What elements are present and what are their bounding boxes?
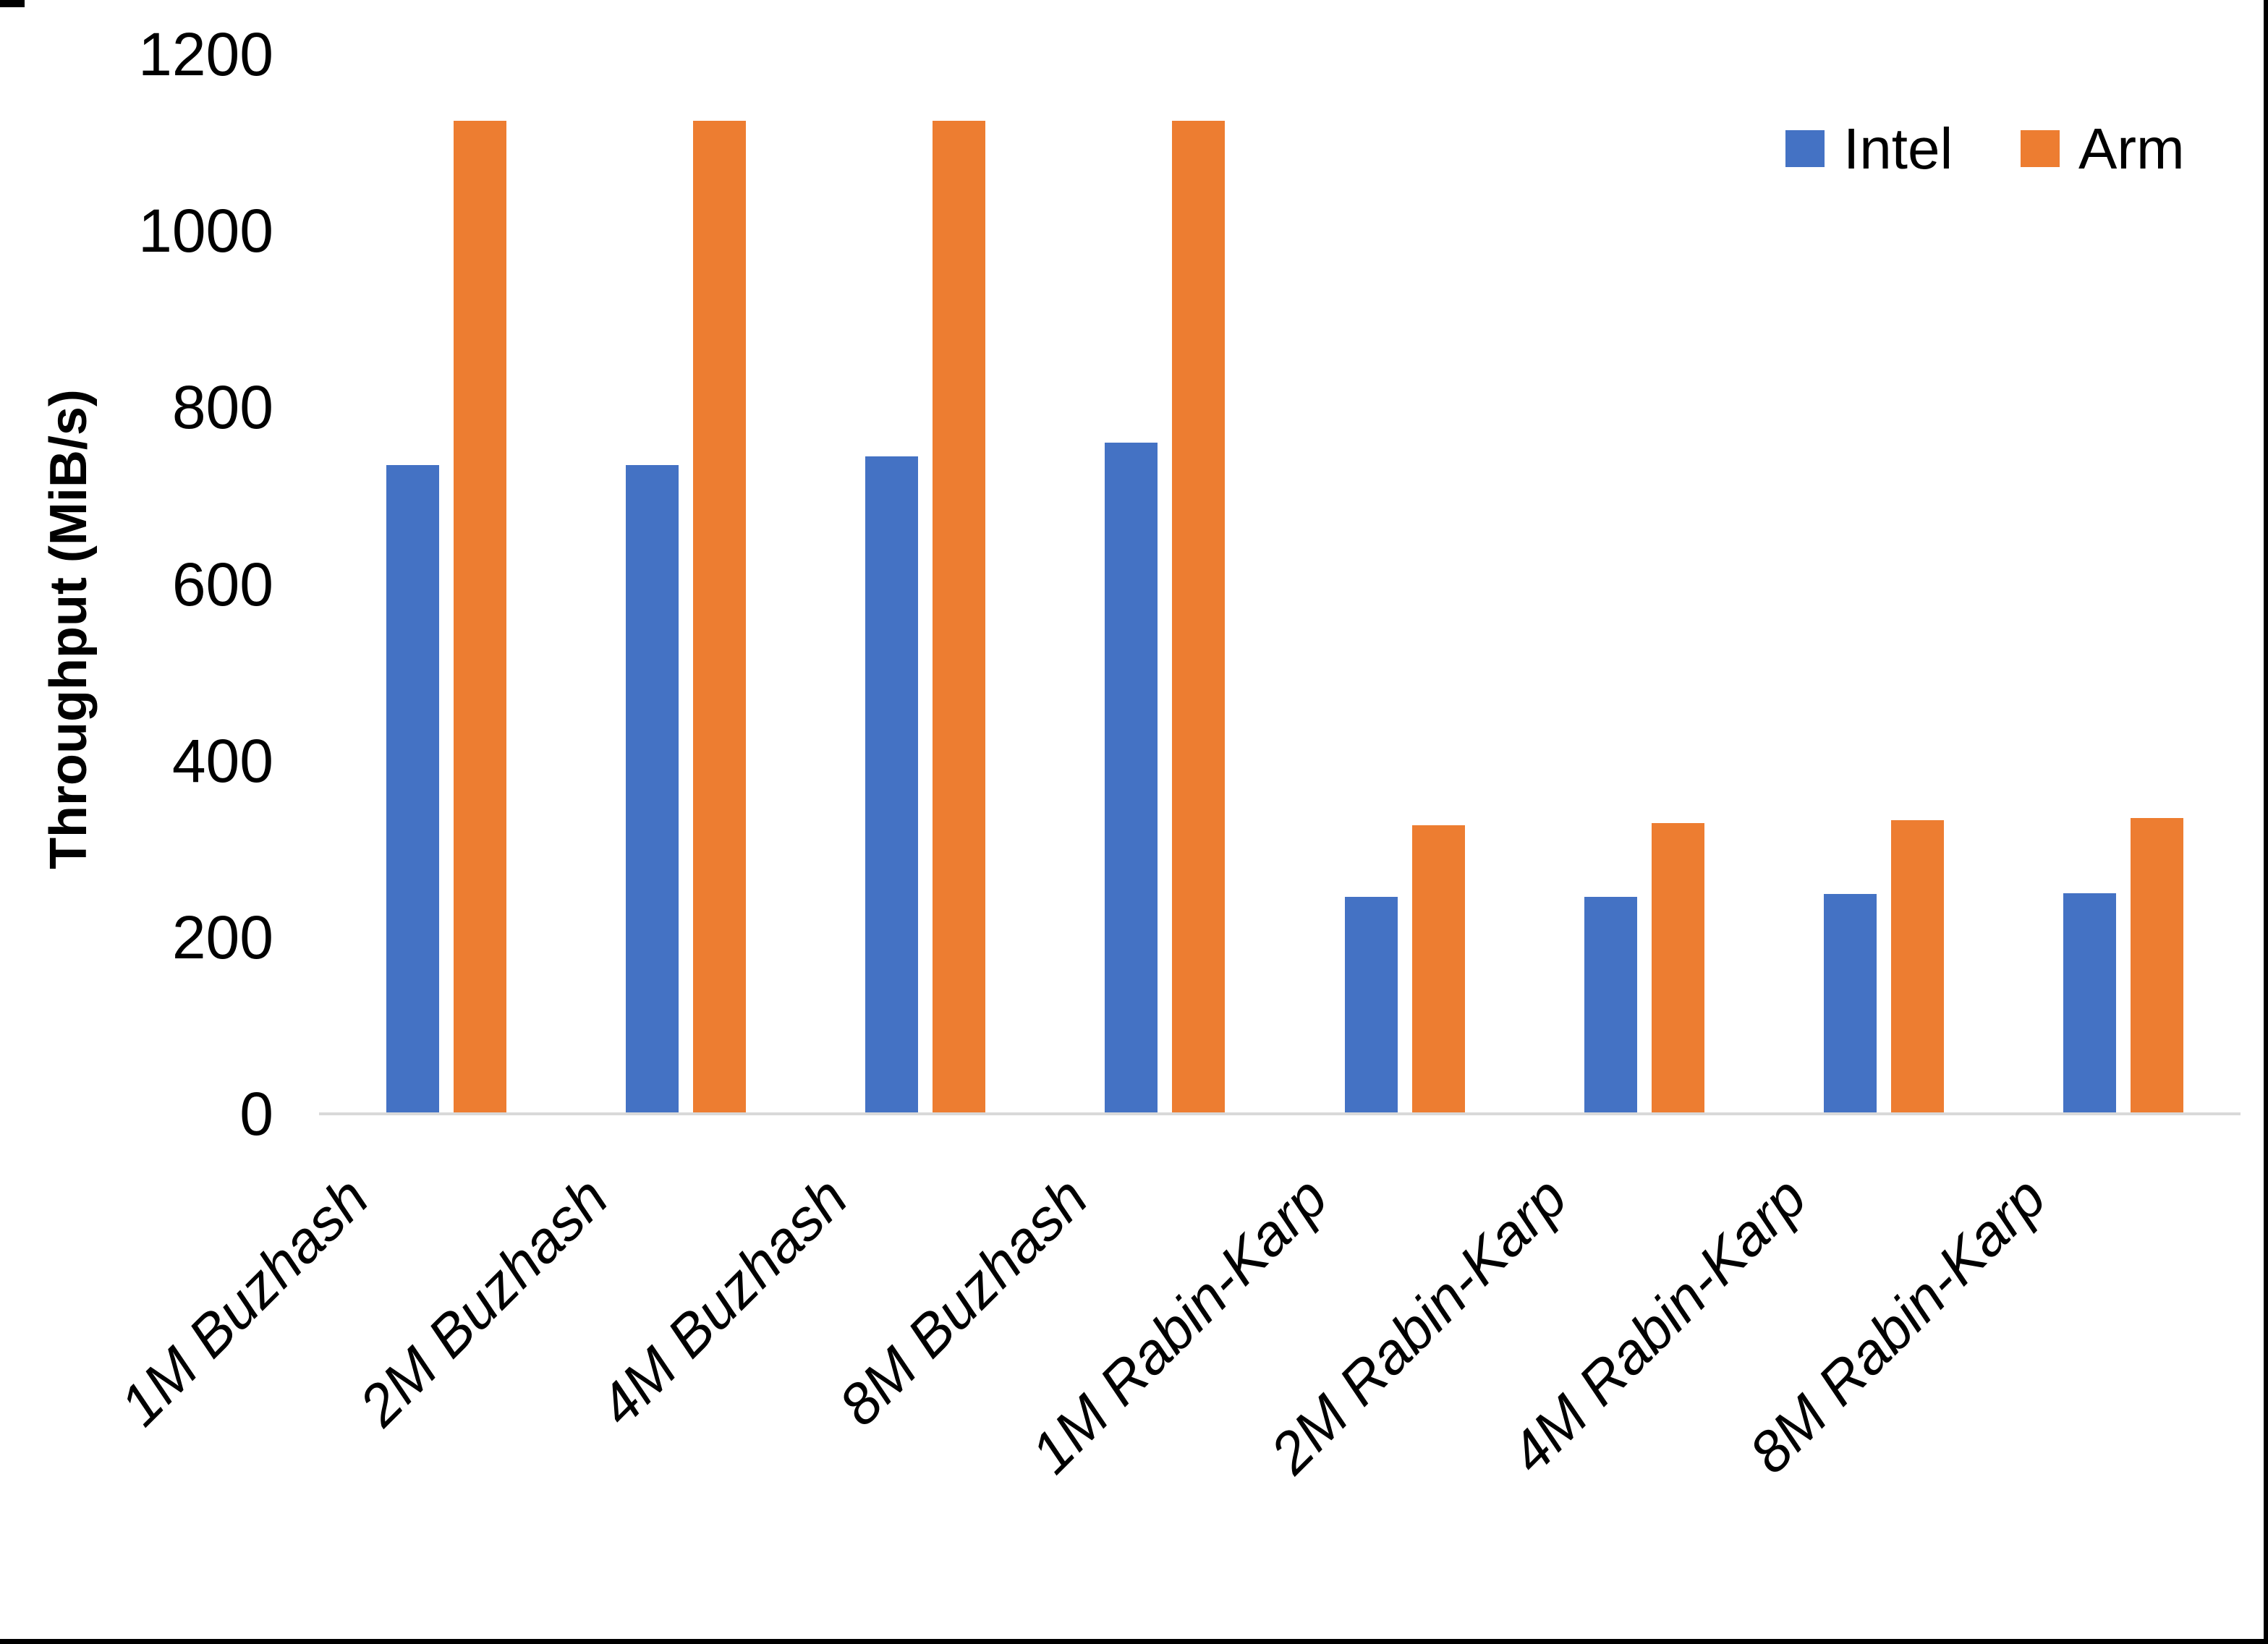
intel-bar bbox=[865, 456, 919, 1114]
screenshot-border-artifact-topleft bbox=[0, 0, 25, 7]
arm-bar bbox=[1172, 120, 1226, 1114]
y-tick-label: 200 bbox=[171, 903, 273, 971]
intel-bar bbox=[2063, 893, 2117, 1114]
x-category-label: 2M Buzhash bbox=[347, 1164, 621, 1438]
bar-pair bbox=[1764, 54, 2004, 1114]
bar-group bbox=[2000, 54, 2239, 1114]
bar-pair bbox=[566, 54, 805, 1114]
intel-bar bbox=[1105, 443, 1158, 1114]
legend-item-arm: Arm bbox=[2021, 119, 2185, 177]
x-axis-line bbox=[319, 1112, 2241, 1115]
arm-bar bbox=[2131, 818, 2184, 1114]
arm-bar bbox=[1891, 819, 1945, 1114]
screenshot-border-bottom bbox=[0, 1639, 2268, 1644]
arm-bar bbox=[1651, 823, 1704, 1114]
intel-legend-swatch bbox=[1785, 130, 1825, 167]
bar-group bbox=[1041, 54, 1280, 1114]
bar-pair bbox=[326, 54, 566, 1114]
y-axis-title: Throughput (MiB/s) bbox=[40, 389, 98, 869]
x-category-label: 4M Buzhash bbox=[587, 1164, 860, 1438]
plot-area bbox=[319, 54, 2241, 1115]
arm-bar bbox=[692, 120, 746, 1114]
bar-group bbox=[1520, 54, 1759, 1114]
arm-bar bbox=[1411, 825, 1465, 1114]
x-category-label: 1M Buzhash bbox=[107, 1164, 381, 1438]
intel-bar bbox=[386, 464, 439, 1114]
bar-pair bbox=[2004, 54, 2243, 1114]
legend-label: Intel bbox=[1843, 116, 1953, 181]
intel-bar bbox=[1824, 894, 1877, 1114]
arm-legend-swatch bbox=[2021, 130, 2060, 167]
screenshot-border-right bbox=[2264, 0, 2268, 1644]
bar-group bbox=[1760, 54, 2000, 1114]
y-tick-label: 1000 bbox=[138, 197, 273, 265]
x-category-label: 8M Buzhash bbox=[826, 1164, 1100, 1438]
y-tick-label: 800 bbox=[171, 373, 273, 442]
bar-group bbox=[802, 54, 1041, 1114]
y-tick-label: 400 bbox=[171, 726, 273, 795]
bar-group bbox=[1280, 54, 1520, 1114]
y-tick-label: 1200 bbox=[138, 20, 273, 88]
arm-bar bbox=[933, 120, 986, 1114]
intel-bar bbox=[1584, 896, 1637, 1114]
bar-group bbox=[561, 54, 801, 1114]
legend-label: Arm bbox=[2078, 116, 2185, 181]
bar-pair bbox=[806, 54, 1045, 1114]
bar-groups bbox=[322, 54, 2239, 1114]
bar-pair bbox=[1045, 54, 1285, 1114]
y-tick-label: 600 bbox=[171, 550, 273, 618]
y-tick-label: 0 bbox=[239, 1080, 273, 1148]
arm-bar bbox=[453, 120, 506, 1114]
bar-group bbox=[322, 54, 561, 1114]
intel-bar bbox=[625, 464, 679, 1114]
legend-item-intel: Intel bbox=[1785, 119, 1953, 177]
bar-pair bbox=[1524, 54, 1764, 1114]
bar-pair bbox=[1285, 54, 1524, 1114]
intel-bar bbox=[1344, 896, 1398, 1114]
